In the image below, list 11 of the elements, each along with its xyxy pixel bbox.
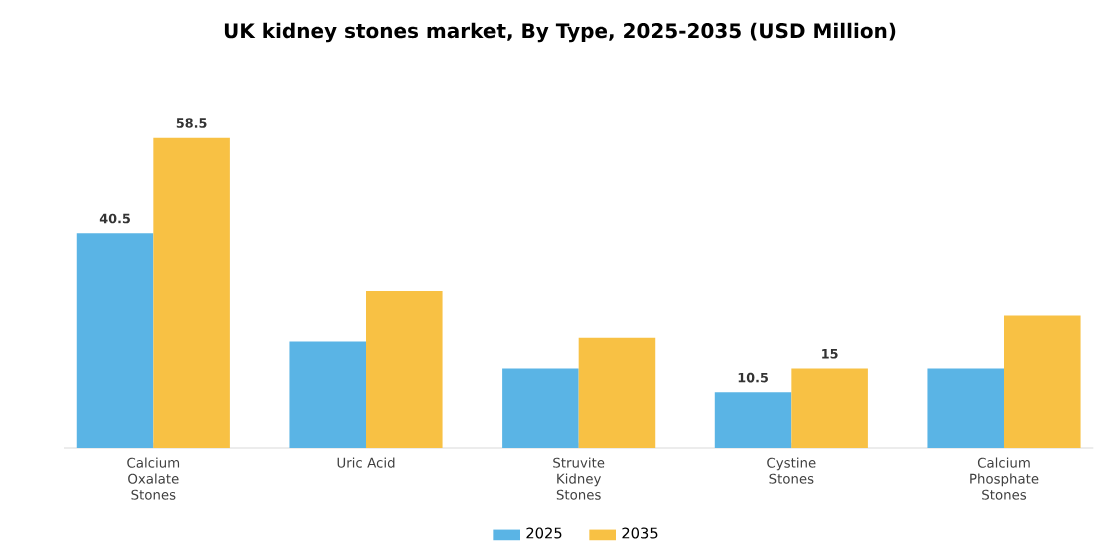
- bar: [714, 392, 792, 449]
- bar: [502, 368, 579, 449]
- bar: [927, 368, 1004, 449]
- chart-title: UK kidney stones market, By Type, 2025-2035 (USD Million): [224, 22, 896, 43]
- bar: [791, 368, 868, 449]
- bar: [76, 233, 154, 449]
- bar: [153, 137, 230, 449]
- bar: [578, 337, 656, 449]
- bar: [366, 291, 443, 449]
- bar: [289, 341, 366, 449]
- bar: [1004, 315, 1081, 449]
